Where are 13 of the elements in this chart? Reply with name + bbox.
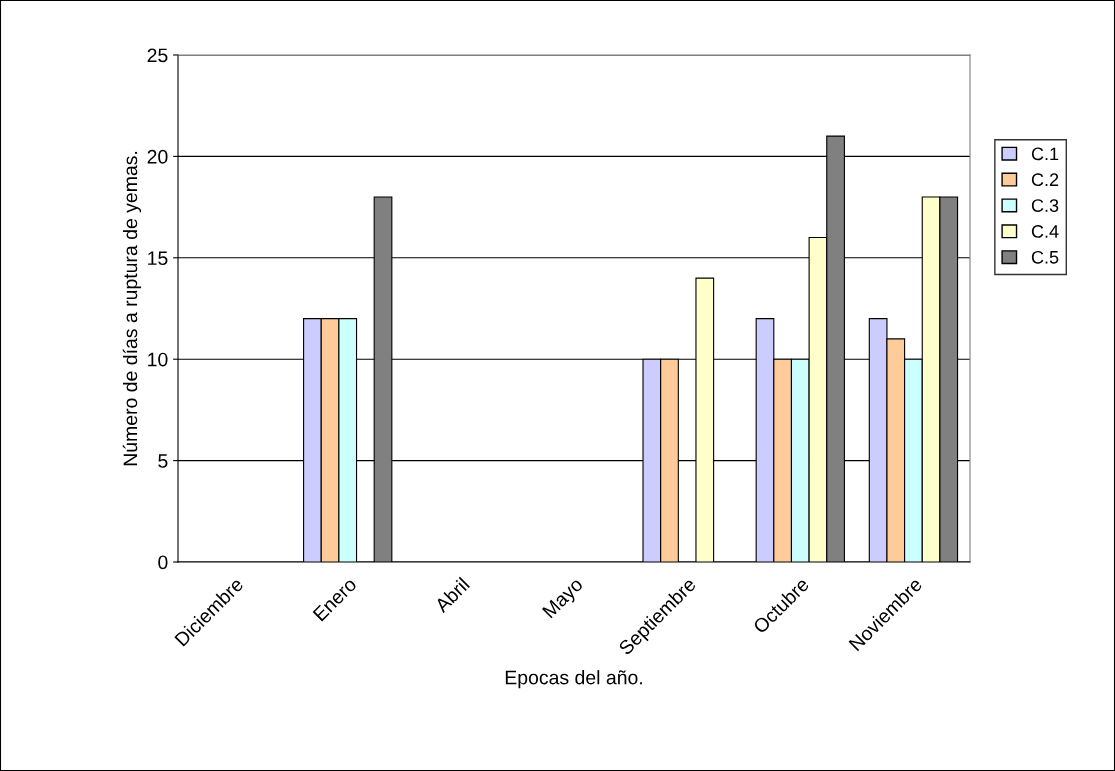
legend-label: C.4 xyxy=(1031,225,1059,238)
y-tick-label: 20 xyxy=(147,149,168,164)
y-tick-label: 10 xyxy=(148,352,168,367)
legend-label: C.1 xyxy=(1031,147,1059,161)
y-tick-label: 0 xyxy=(158,555,168,570)
y-tick-label: 5 xyxy=(158,454,168,468)
y-tick-label: 15 xyxy=(148,251,168,266)
y-axis-title: Número de días a ruptura de yemas. xyxy=(122,151,142,466)
y-tick-label: 25 xyxy=(147,48,168,63)
legend-label: C.5 xyxy=(1031,250,1059,264)
legend-label: C.2 xyxy=(1031,173,1059,187)
legend-label: C.3 xyxy=(1031,199,1059,212)
x-axis-title: Epocas del año. xyxy=(505,670,642,689)
